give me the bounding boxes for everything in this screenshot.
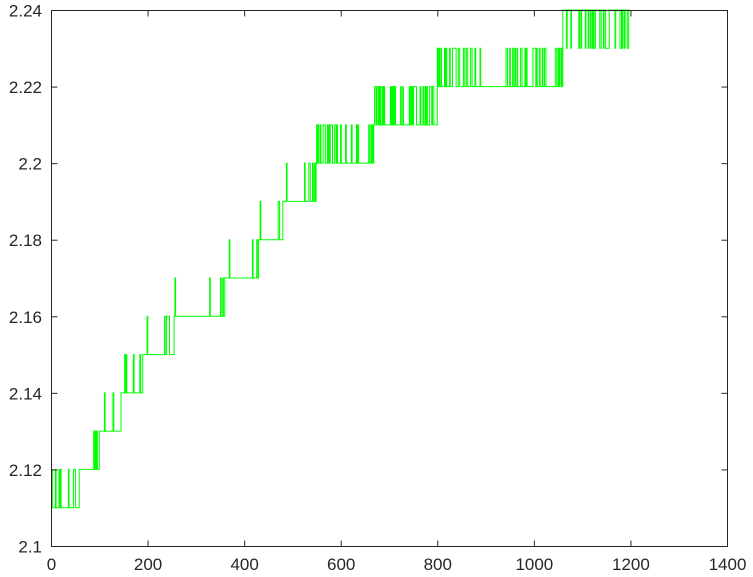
x-tick-label: 400 (230, 555, 258, 574)
y-tick-label: 2.16 (9, 308, 42, 327)
axes-layer (51, 10, 728, 547)
axes-box (51, 10, 728, 547)
labels-layer: 0 200 400 600 800 1000 1200 1400 2.1 2.12 2.14 2.16… (9, 2, 747, 575)
plot-area (51, 10, 727, 546)
x-tick-label: 200 (134, 555, 162, 574)
x-tick-label: 800 (424, 555, 452, 574)
y-tick-label: 2.18 (9, 231, 42, 250)
x-tick-label: 0 (47, 555, 56, 574)
y-tick-label: 2.14 (9, 384, 42, 403)
series-layer (51, 9, 631, 509)
x-tick-label: 1000 (515, 555, 553, 574)
y-tick-label: 2.22 (9, 78, 42, 97)
x-tick-label: 1400 (709, 555, 747, 574)
x-tick-label: 1200 (612, 555, 650, 574)
x-tick-label: 600 (327, 555, 355, 574)
y-tick-label: 2.1 (18, 538, 42, 557)
y-tick-label: 2.24 (9, 2, 42, 21)
y-tick-label: 2.12 (9, 461, 42, 480)
y-tick-label: 2.2 (18, 155, 42, 174)
series-line-1 (51, 9, 631, 509)
